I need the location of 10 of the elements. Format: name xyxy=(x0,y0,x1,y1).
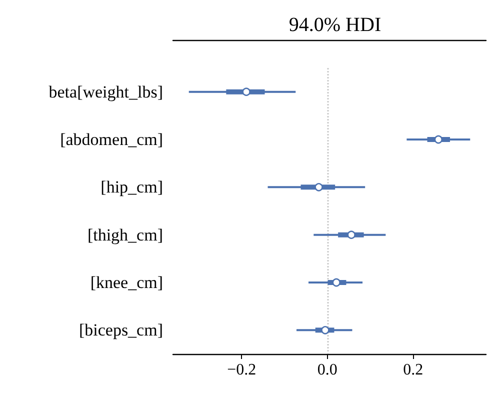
y-tick-label: [thigh_cm] xyxy=(87,225,163,244)
y-tick-label: [abdomen_cm] xyxy=(60,130,163,149)
y-tick-label: [knee_cm] xyxy=(90,273,163,292)
x-tick-label: −0.2 xyxy=(227,362,256,378)
chart-title: 94.0% HDI xyxy=(288,14,382,36)
x-tick-label: 0.2 xyxy=(403,362,424,378)
x-tick-label: 0.0 xyxy=(317,362,338,378)
y-tick-label: [biceps_cm] xyxy=(78,320,163,340)
y-tick-label: [hip_cm] xyxy=(100,178,163,197)
y-tick-label: beta[weight_lbs] xyxy=(48,82,163,102)
